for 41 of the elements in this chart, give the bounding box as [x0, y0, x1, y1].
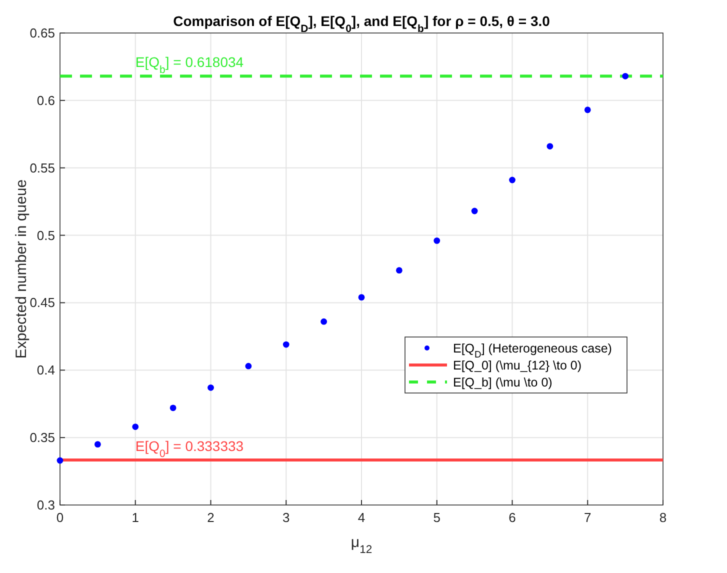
point [245, 362, 252, 370]
legend-label: E[Q_0] (\mu_{12} \to 0) [453, 358, 582, 372]
x-tick-label: 0 [56, 510, 64, 525]
y-tick-label: 0.45 [30, 295, 55, 310]
point [170, 404, 176, 412]
point [208, 384, 214, 391]
point [509, 176, 516, 184]
x-axis-title: μ$_{12}$ [350, 534, 372, 556]
annotation: E[Q$_{0}$] = 0.333333 [135, 438, 244, 460]
point [94, 441, 101, 448]
point [471, 208, 478, 214]
chart-title: Comparison of E[Q$_{D}$], E[Q$_{0}$], and E[Q$_{b}$] for ρ = 0.5, θ = 3.0 [173, 13, 550, 35]
x-tick-label: 8 [659, 510, 667, 525]
x-tick-label: 7 [584, 510, 592, 525]
legend-label: E[Q_b] (\mu \to 0) [453, 376, 552, 390]
y-tick-label: 0.65 [30, 26, 55, 40]
point [282, 341, 290, 348]
y-tick-label: 0.35 [30, 430, 55, 446]
y-tick-label: 0.4 [36, 362, 55, 378]
y-tick-label: 0.55 [30, 160, 55, 176]
point [546, 143, 554, 150]
x-tick-label: 1 [132, 510, 139, 525]
point [434, 237, 440, 244]
y-tick-label: 0.5 [36, 228, 55, 243]
x-tick-label: 2 [207, 510, 214, 525]
point [584, 106, 591, 114]
y-tick-label: 0.3 [36, 498, 55, 512]
point [56, 457, 64, 464]
point [396, 267, 402, 274]
point [132, 424, 139, 430]
point [320, 318, 328, 325]
point [358, 294, 365, 301]
annotation: E[Q$_{b}$] = 0.618034 [135, 54, 244, 76]
x-tick-label: 5 [433, 510, 440, 525]
legend-label: E[Q$_{D}$] (Heterogeneous case) [453, 342, 612, 360]
x-tick-label: 4 [358, 510, 366, 525]
y-tick-label: 0.6 [36, 92, 55, 108]
y-axis-title: Expected number in queue [13, 179, 30, 359]
x-tick-label: 3 [282, 510, 290, 525]
point [622, 72, 629, 80]
x-tick-label: 6 [508, 510, 516, 525]
